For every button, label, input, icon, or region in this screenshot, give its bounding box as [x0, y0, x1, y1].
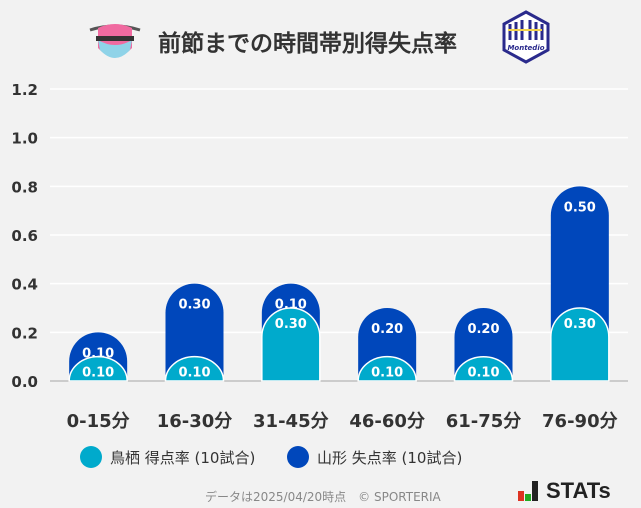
stats-logo-icon — [518, 481, 538, 501]
bar-home-scored — [550, 307, 610, 382]
bar-home-scored — [357, 355, 417, 382]
data-label-away: 0.20 — [467, 322, 499, 337]
legend-swatch-away — [287, 446, 309, 468]
stats-brand: STATs — [518, 478, 611, 504]
y-tick-label: 1.2 — [11, 81, 38, 99]
y-tick-label: 0.2 — [11, 324, 38, 342]
bar-away-conceded — [165, 283, 224, 381]
svg-text:Montedio: Montedio — [507, 44, 544, 52]
data-label-away: 0.10 — [82, 346, 114, 361]
away-logo: Montedio — [502, 10, 550, 64]
bar-home-scored — [453, 355, 514, 382]
y-tick-label: 0.8 — [11, 178, 38, 196]
chart-title: 前節までの時間帯別得失点率 — [158, 31, 457, 57]
x-tick-label: 16-30分 — [157, 411, 233, 432]
data-label-away: 0.50 — [564, 200, 596, 215]
data-label-home: 0.10 — [178, 366, 210, 381]
bar-chart: 0.0 0.2 0.4 0.6 0.8 1.0 1.2 0.10 0.10 0-15分 0.30 0.… — [11, 81, 628, 432]
data-label-away: 0.30 — [178, 298, 210, 313]
legend-label-home: 鳥栖 得点率 (10試合) — [110, 448, 256, 467]
x-tick-label: 0-15分 — [67, 411, 130, 432]
x-tick-label: 76-90分 — [542, 411, 618, 432]
y-tick-label: 0.6 — [11, 227, 38, 245]
y-tick-label: 1.0 — [11, 130, 38, 148]
data-label-home: 0.10 — [82, 366, 114, 381]
data-label-home: 0.10 — [371, 366, 403, 381]
bar-home-scored — [261, 307, 321, 382]
legend-swatch-home — [80, 446, 102, 468]
stats-brand-label: STATs — [546, 478, 611, 503]
bar-home-scored — [164, 355, 225, 382]
y-tick-label: 0.4 — [11, 276, 38, 294]
y-tick-label: 0.0 — [11, 373, 38, 391]
data-label-home: 0.30 — [564, 317, 596, 332]
data-label-home: 0.10 — [467, 366, 499, 381]
home-logo — [89, 24, 141, 58]
bar-home-scored — [68, 355, 128, 382]
data-label-away: 0.10 — [275, 298, 307, 313]
x-tick-label: 46-60分 — [349, 411, 425, 432]
footer-credit: データは2025/04/20時点 © SPORTERIA — [205, 490, 441, 504]
legend-item-home: 鳥栖 得点率 (10試合) — [80, 446, 255, 468]
legend-item-away: 山形 失点率 (10試合) — [287, 446, 462, 468]
data-label-away: 0.20 — [371, 322, 403, 337]
legend-label-away: 山形 失点率 (10試合) — [317, 448, 463, 467]
x-tick-label: 31-45分 — [253, 411, 329, 432]
x-tick-label: 61-75分 — [446, 411, 522, 432]
data-label-home: 0.30 — [275, 317, 307, 332]
